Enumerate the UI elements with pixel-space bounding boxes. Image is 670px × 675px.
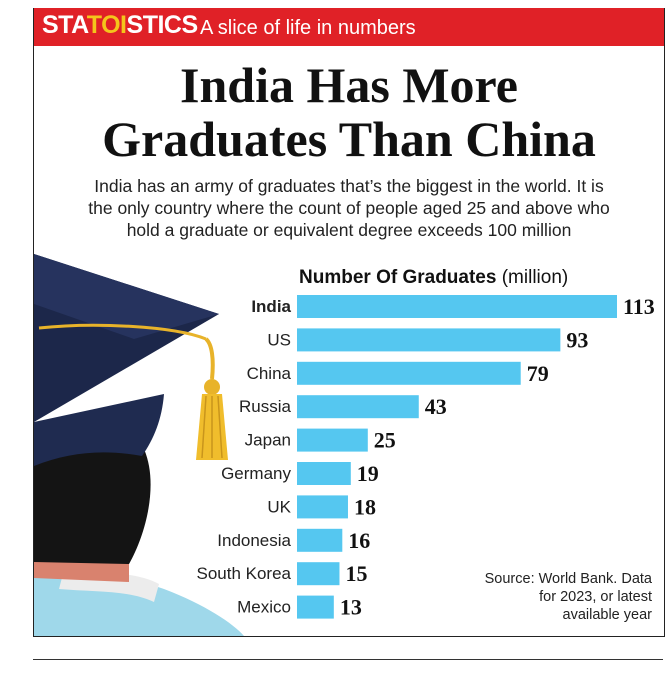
category-label-south-korea: South Korea xyxy=(196,564,291,583)
value-label-uk: 18 xyxy=(354,494,376,519)
bar-uk xyxy=(297,495,348,519)
category-label-mexico: Mexico xyxy=(237,598,291,617)
bar-russia xyxy=(297,395,419,419)
value-label-china: 79 xyxy=(527,361,549,386)
value-label-south-korea: 15 xyxy=(345,561,367,586)
bar-japan xyxy=(297,428,368,452)
bar-mexico xyxy=(297,595,334,619)
cap-trim xyxy=(38,323,207,341)
title-line-2: Graduates Than China xyxy=(102,111,596,167)
subtitle: India has an army of graduates that’s th… xyxy=(44,175,654,241)
value-label-indonesia: 16 xyxy=(348,528,370,553)
tassel-knot xyxy=(204,379,220,395)
source-line-3: available year xyxy=(562,607,652,623)
bar-us xyxy=(297,328,561,352)
value-label-germany: 19 xyxy=(357,461,379,486)
bottom-rule xyxy=(33,659,663,660)
source-note: Source: World Bank. Data for 2023, or la… xyxy=(485,570,652,624)
category-label-russia: Russia xyxy=(239,397,292,416)
brand-logo: STATOISTICS xyxy=(42,11,198,39)
source-line-1: Source: World Bank. Data xyxy=(484,571,652,587)
tassel-cord xyxy=(204,337,215,380)
bar-indonesia xyxy=(297,528,343,552)
category-label-indonesia: Indonesia xyxy=(217,531,291,550)
category-label-uk: UK xyxy=(267,497,291,516)
value-label-mexico: 13 xyxy=(340,595,362,620)
bar-chart: India 113 US 93 China 79 Russia 43 Japan 25 German… xyxy=(196,294,655,620)
bar-south-korea xyxy=(297,562,340,586)
value-label-russia: 43 xyxy=(425,394,447,419)
category-label-us: US xyxy=(267,330,291,349)
category-label-japan: Japan xyxy=(245,431,291,450)
statoistics-banner: STATOISTICS A slice of life in numbers xyxy=(34,8,664,46)
infographic-frame: STATOISTICS A slice of life in numbers I… xyxy=(33,8,665,637)
mortarboard-top xyxy=(34,254,219,339)
subtitle-line-3: hold a graduate or equivalent degree exc… xyxy=(126,220,572,240)
category-label-china: China xyxy=(247,364,292,383)
value-label-japan: 25 xyxy=(374,428,396,453)
page-title: India Has More Graduates Than China xyxy=(34,58,664,166)
subtitle-line-1: India has an army of graduates that’s th… xyxy=(94,176,604,196)
bar-germany xyxy=(297,462,351,485)
subtitle-line-2: the only country where the count of peop… xyxy=(88,198,610,218)
graduate-illustration xyxy=(34,254,244,636)
category-label-germany: Germany xyxy=(221,464,291,483)
hair-shape xyxy=(34,425,151,564)
bar-china xyxy=(297,361,521,385)
banner-tagline: A slice of life in numbers xyxy=(200,17,416,39)
value-label-india: 113 xyxy=(623,294,655,319)
chart-heading: Number Of Graduates (million) xyxy=(299,267,569,288)
bar-india xyxy=(297,295,617,318)
category-label-india: India xyxy=(251,297,291,316)
title-line-1: India Has More xyxy=(180,57,518,113)
cap-band-shape xyxy=(34,394,164,466)
value-label-us: 93 xyxy=(566,327,588,352)
source-line-2: for 2023, or latest xyxy=(539,589,652,605)
